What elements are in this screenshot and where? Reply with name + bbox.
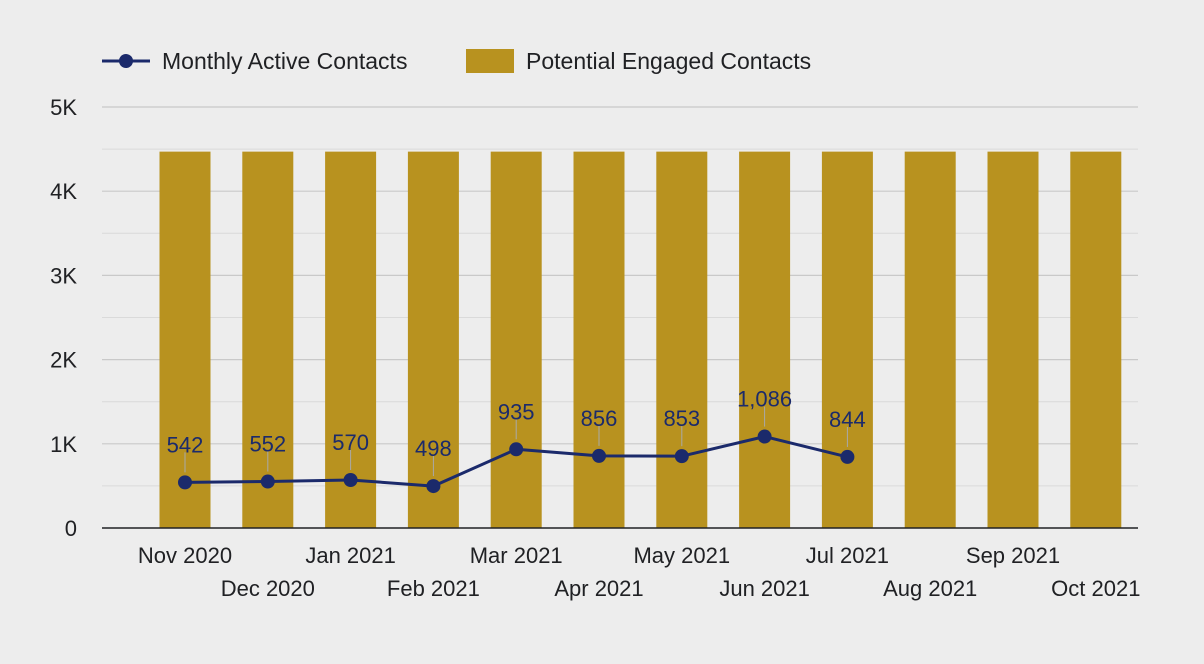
data-label: 570 [332, 430, 369, 455]
data-label: 935 [498, 399, 535, 424]
y-tick-label: 1K [50, 432, 77, 457]
x-tick-label: Aug 2021 [883, 576, 977, 601]
legend: Monthly Active Contacts Potential Engage… [102, 48, 811, 74]
legend-item-active-contacts: Monthly Active Contacts [102, 48, 407, 74]
y-tick-label: 4K [50, 179, 77, 204]
bar [904, 151, 956, 528]
bar [656, 151, 708, 528]
data-point [840, 449, 855, 464]
x-tick-label: Dec 2020 [221, 576, 315, 601]
bar [325, 151, 377, 528]
bar [987, 151, 1039, 528]
y-tick-label: 3K [50, 263, 77, 288]
data-point [674, 449, 689, 464]
x-axis: Nov 2020 Dec 2020 Jan 2021 Feb 2021 Mar 2021… [138, 543, 1141, 601]
data-label: 552 [249, 432, 286, 457]
bar [573, 151, 625, 528]
y-axis: 0 1K 2K 3K 4K 5K [50, 95, 77, 541]
y-tick-label: 2K [50, 348, 77, 373]
x-tick-label: Mar 2021 [470, 543, 563, 568]
y-tick-label: 0 [65, 516, 77, 541]
bar [821, 151, 873, 528]
legend-bar-swatch [466, 49, 514, 73]
y-tick-label: 5K [50, 95, 77, 120]
data-point [757, 429, 772, 444]
x-tick-label: Jun 2021 [719, 576, 810, 601]
data-label: 542 [167, 432, 204, 457]
x-tick-label: Apr 2021 [554, 576, 643, 601]
data-label: 853 [663, 406, 700, 431]
data-label: 498 [415, 436, 452, 461]
x-tick-label: Sep 2021 [966, 543, 1060, 568]
legend-label-engaged-contacts: Potential Engaged Contacts [526, 48, 811, 74]
data-point [509, 442, 524, 457]
x-tick-label: Jul 2021 [806, 543, 889, 568]
x-tick-label: Oct 2021 [1051, 576, 1140, 601]
data-label: 856 [581, 406, 618, 431]
x-tick-label: Nov 2020 [138, 543, 232, 568]
x-tick-label: Jan 2021 [305, 543, 396, 568]
x-tick-label: Feb 2021 [387, 576, 480, 601]
data-point [178, 475, 192, 490]
data-label: 1,086 [737, 387, 792, 412]
data-point [426, 479, 441, 494]
bars [159, 151, 1122, 528]
data-point [592, 448, 606, 463]
data-point [260, 474, 275, 489]
data-label: 844 [829, 407, 866, 432]
bar [739, 151, 791, 528]
legend-label-active-contacts: Monthly Active Contacts [162, 48, 407, 74]
line-series: 542 552 570 498 935 856 853 1,086 844 [167, 387, 866, 494]
data-point [343, 473, 358, 488]
bar [1070, 151, 1122, 528]
bar [242, 151, 294, 528]
legend-marker-swatch [119, 54, 133, 68]
bar [490, 151, 542, 528]
x-tick-label: May 2021 [633, 543, 730, 568]
legend-item-engaged-contacts: Potential Engaged Contacts [466, 48, 811, 74]
